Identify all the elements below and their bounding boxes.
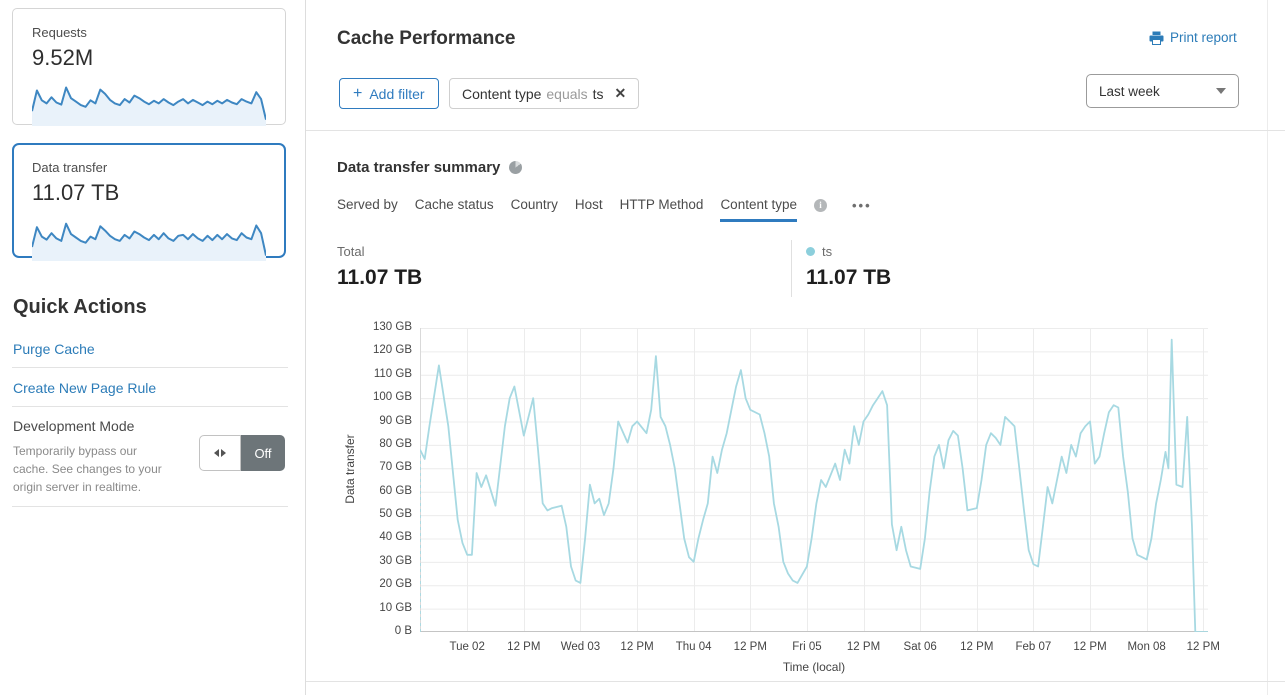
- info-icon[interactable]: i: [814, 198, 827, 212]
- printer-icon: [1149, 31, 1164, 45]
- tab-served-by[interactable]: Served by: [337, 197, 398, 212]
- toggle-off-state: Off: [241, 435, 285, 471]
- summary-tabs: Served by Cache status Country Host HTTP…: [337, 197, 872, 222]
- tab-content-type[interactable]: Content type: [720, 197, 797, 222]
- total-value: 11.07 TB: [337, 266, 423, 289]
- total-label: Total: [337, 244, 365, 259]
- requests-card-label: Requests: [32, 25, 87, 40]
- tab-host[interactable]: Host: [574, 197, 603, 212]
- data-transfer-chart: Data transfer Time (local) 130 GB 120 GB 1…: [336, 312, 1226, 684]
- print-report-button[interactable]: Print report: [1149, 30, 1237, 45]
- development-mode-label: Development Mode: [13, 418, 135, 434]
- y-tick-label: 70 GB: [379, 461, 412, 474]
- more-tabs-icon[interactable]: •••: [852, 197, 872, 213]
- ts-legend-dot-icon: [806, 247, 815, 256]
- divider: [12, 367, 288, 368]
- filter-value: ts: [592, 85, 604, 102]
- y-tick-label: 90 GB: [379, 414, 412, 427]
- x-tick-label: Fri 05: [792, 641, 822, 653]
- chart-plot-area: [420, 328, 1208, 632]
- toggle-arrows-icon: [199, 435, 241, 471]
- plus-icon: +: [353, 84, 363, 102]
- x-tick-label: 12 PM: [1073, 641, 1107, 653]
- requests-sparkline-chart: [32, 86, 266, 126]
- development-mode-description: Temporarily bypass our cache. See change…: [13, 444, 162, 494]
- x-tick-label: 12 PM: [620, 641, 654, 653]
- sidebar-main-divider: [305, 0, 306, 695]
- requests-metric-card[interactable]: Requests 9.52M: [12, 8, 286, 126]
- add-filter-label: Add filter: [369, 85, 425, 102]
- tab-country[interactable]: Country: [510, 197, 558, 212]
- x-axis-label: Time (local): [782, 660, 846, 674]
- filter-chip-content-type[interactable]: Content type equals ts ✕: [449, 78, 640, 109]
- x-tick-label: 12 PM: [507, 641, 541, 653]
- y-tick-label: 110 GB: [373, 367, 412, 380]
- y-tick-label: 0 B: [394, 625, 412, 637]
- time-range-value: Last week: [1099, 83, 1160, 99]
- requests-card-value: 9.52M: [32, 45, 94, 70]
- summary-section-heading: Data transfer summary: [337, 159, 523, 176]
- purge-cache-link[interactable]: Purge Cache: [13, 341, 95, 357]
- x-tick-label: Wed 03: [560, 641, 601, 653]
- add-filter-button[interactable]: + Add filter: [339, 78, 439, 109]
- header-divider: [306, 130, 1285, 131]
- y-tick-label: 80 GB: [379, 437, 412, 450]
- y-tick-label: 50 GB: [379, 508, 412, 521]
- totals-divider: [791, 240, 792, 297]
- tab-cache-status[interactable]: Cache status: [414, 197, 494, 212]
- divider: [12, 406, 288, 407]
- y-tick-label: 10 GB: [379, 601, 412, 614]
- y-tick-label: 40 GB: [379, 531, 412, 544]
- series-legend: ts: [806, 244, 832, 259]
- y-tick-label: 120 GB: [373, 344, 412, 357]
- data-transfer-card-value: 11.07 TB: [32, 180, 120, 205]
- summary-title-text: Data transfer summary: [337, 159, 501, 176]
- x-tick-label: Sat 06: [903, 641, 937, 653]
- page-title: Cache Performance: [337, 28, 516, 49]
- chevron-down-icon: [1216, 88, 1226, 94]
- right-edge-divider: [1267, 0, 1268, 695]
- timing-pie-icon: [509, 161, 523, 174]
- y-tick-label: 60 GB: [379, 484, 412, 497]
- data-transfer-card-label: Data transfer: [32, 160, 108, 175]
- filter-operator: equals: [546, 85, 588, 102]
- section-divider: [306, 681, 1285, 682]
- quick-actions-heading: Quick Actions: [13, 296, 147, 318]
- x-tick-label: Mon 08: [1127, 641, 1166, 653]
- x-tick-label: Thu 04: [675, 641, 712, 653]
- y-tick-label: 20 GB: [379, 578, 412, 591]
- x-tick-label: 12 PM: [960, 641, 994, 653]
- x-tick-label: 12 PM: [1186, 641, 1220, 653]
- ts-series-line: [420, 338, 1208, 632]
- y-tick-label: 30 GB: [379, 554, 412, 567]
- development-mode-toggle[interactable]: Off: [199, 435, 285, 471]
- data-transfer-metric-card[interactable]: Data transfer 11.07 TB: [12, 143, 286, 261]
- print-report-label: Print report: [1170, 30, 1237, 45]
- series-label: ts: [822, 244, 833, 259]
- data-transfer-sparkline-chart: [32, 222, 266, 261]
- y-tick-label: 130 GB: [373, 321, 412, 333]
- x-tick-label: Tue 02: [449, 641, 485, 653]
- x-tick-label: Feb 07: [1015, 641, 1052, 653]
- x-tick-label: 12 PM: [733, 641, 767, 653]
- tab-http-method[interactable]: HTTP Method: [619, 197, 704, 212]
- y-tick-label: 100 GB: [373, 391, 412, 404]
- filter-field: Content type: [462, 85, 542, 102]
- series-value: 11.07 TB: [806, 266, 892, 289]
- divider: [12, 506, 288, 507]
- x-tick-label: 12 PM: [846, 641, 881, 653]
- remove-filter-icon[interactable]: ✕: [614, 85, 627, 101]
- time-range-select[interactable]: Last week: [1086, 74, 1239, 108]
- create-new-page-rule-link[interactable]: Create New Page Rule: [13, 380, 157, 396]
